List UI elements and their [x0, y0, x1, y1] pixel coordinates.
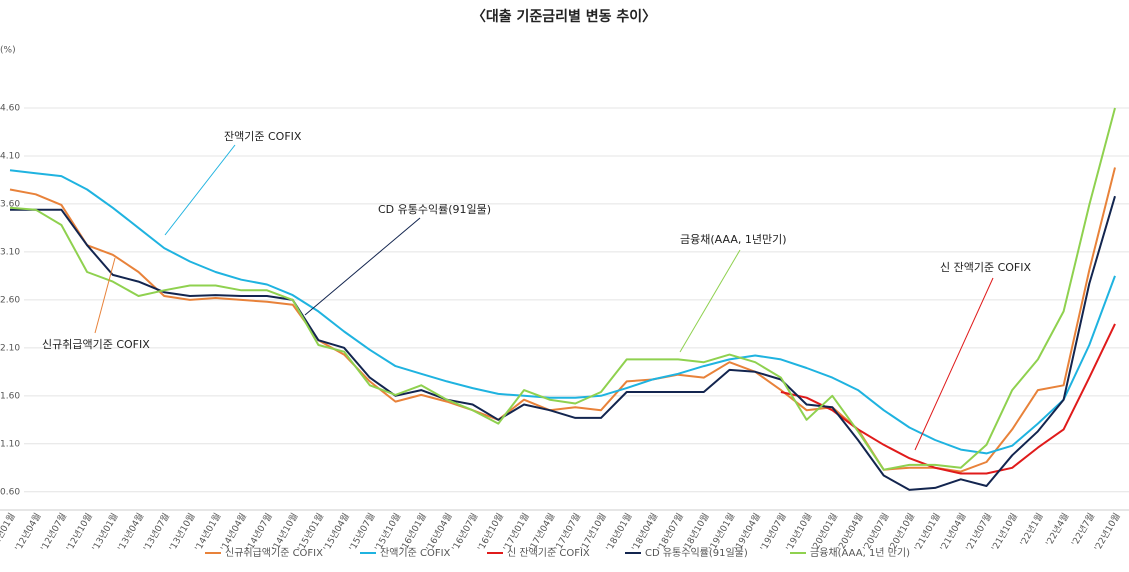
annotation-leader — [164, 144, 236, 236]
annotation: 잔액기준 COFIX — [224, 130, 302, 143]
annotation-leader — [304, 217, 421, 316]
series-line — [9, 167, 1116, 473]
legend-label: 신 잔액기준 COFIX — [507, 547, 590, 559]
annotation: CD 유통수익률(91일물) — [378, 202, 491, 216]
legend-label: 금융채(AAA, 1년 만기) — [810, 547, 910, 559]
legend-label: 잔액기준 COFIX — [380, 547, 451, 559]
chart-title: 〈대출 기준금리별 변동 추이〉 — [472, 8, 656, 25]
y-tick-label: 0.60 — [0, 487, 20, 497]
x-tick-label: '22년7월 — [1069, 511, 1098, 548]
y-tick-label: 3.10 — [0, 247, 20, 257]
y-axis-label: (%) — [0, 46, 16, 56]
series-line — [9, 169, 1116, 455]
annotation-leader — [94, 257, 116, 334]
series-line — [9, 107, 1116, 471]
y-tick-label: 4.10 — [0, 151, 20, 161]
series-line — [10, 195, 1116, 491]
legend-label: 신규취급액기준 COFIX — [225, 547, 323, 559]
y-tick-label: 3.60 — [0, 199, 20, 209]
legend-label: CD 유통수익률(91일물) — [645, 547, 748, 559]
annotation: 금융채(AAA, 1년만기) — [680, 233, 786, 246]
annotation-leader — [679, 249, 741, 353]
y-tick-label: 4.60 — [0, 103, 20, 113]
annotation: 신 잔액기준 COFIX — [940, 261, 1032, 274]
y-tick-label: 1.10 — [0, 439, 20, 449]
annotation: 신규취급액기준 COFIX — [42, 338, 150, 351]
x-tick-label: '22년1월 — [1017, 511, 1046, 548]
y-tick-label: 2.10 — [0, 343, 20, 353]
y-tick-label: 2.60 — [0, 295, 20, 305]
x-tick-label: '22년4월 — [1043, 511, 1072, 548]
y-tick-label: 1.60 — [0, 391, 20, 401]
annotation-leader — [914, 277, 994, 451]
